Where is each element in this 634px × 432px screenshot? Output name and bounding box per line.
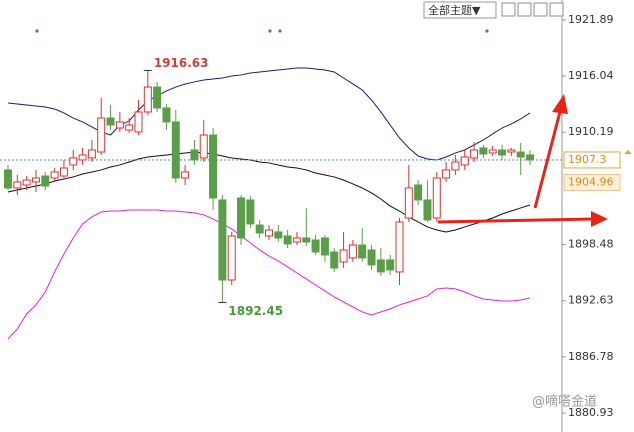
event-dot [268, 29, 272, 33]
tool-icon[interactable] [549, 2, 564, 17]
arrow-line [437, 217, 595, 224]
y-tick-label: 1910.19 [568, 125, 614, 138]
candle-body [414, 184, 423, 201]
candle-body [292, 237, 301, 243]
candle-body [507, 149, 516, 153]
candle-body [227, 235, 236, 281]
candle-body [78, 154, 87, 161]
candle-body [69, 157, 78, 166]
candle-body [348, 244, 357, 259]
candle-body [339, 249, 348, 263]
candle-body [255, 224, 264, 234]
candle-body [311, 239, 320, 253]
tool-icon[interactable] [517, 2, 532, 17]
event-dot [485, 29, 489, 33]
event-dot [35, 29, 39, 33]
candle-body [115, 121, 124, 129]
second-price-label: 1904.96 [568, 175, 614, 188]
band-line [7, 67, 531, 161]
candle-body [265, 229, 273, 237]
last-price-label: 1907.3 [568, 153, 607, 166]
candle-body [97, 117, 106, 153]
candle-body [153, 86, 162, 109]
last-price-box [563, 151, 621, 169]
y-tick-label: 1892.63 [568, 294, 614, 307]
candle-body [526, 154, 534, 161]
candle-body [376, 259, 385, 273]
candle-body [386, 259, 395, 271]
candle-body [470, 149, 479, 159]
theme-menu[interactable]: 全部主题▼ [428, 3, 481, 17]
band-line [7, 209, 531, 340]
arrow-head [591, 211, 608, 227]
candle-body [442, 169, 451, 179]
candle-body [320, 237, 329, 256]
candle-body [358, 244, 367, 259]
candle-body [13, 181, 22, 189]
candle-body [87, 149, 96, 159]
candle-body [125, 124, 134, 131]
y-tick-label: 1898.48 [568, 238, 614, 251]
theme-menu-box[interactable] [423, 1, 497, 19]
toolbar: 全部主题▼ [423, 1, 564, 19]
event-dots [35, 29, 489, 33]
candle-body [432, 177, 441, 219]
arrow-line [533, 107, 563, 209]
candle-body [302, 237, 311, 243]
candle-body [199, 134, 208, 159]
min-label: 1892.45 [228, 304, 283, 318]
candle-body [283, 235, 292, 245]
candle-body [460, 156, 469, 166]
candle-body [404, 187, 413, 219]
max-label: 1916.63 [154, 56, 209, 70]
candle-body [488, 149, 497, 154]
candle-body [209, 134, 218, 199]
candle-body [190, 149, 199, 161]
y-tick-label: 1916.04 [568, 69, 614, 82]
candle-body [423, 199, 432, 221]
candle-body [50, 171, 59, 179]
y-tick-label: 1880.93 [568, 406, 614, 419]
candle-body [143, 86, 152, 113]
candle-body [246, 199, 255, 225]
candle-body [498, 149, 507, 156]
candle-body [395, 221, 404, 273]
last-price-flag [624, 149, 632, 154]
band-line [7, 151, 531, 233]
candle-body [41, 175, 50, 187]
candle-body [479, 147, 488, 155]
candle-body [134, 111, 143, 133]
candle-body [218, 199, 227, 281]
candle-body [330, 251, 339, 269]
candle-body [516, 151, 525, 158]
tool-icon[interactable] [501, 2, 516, 17]
arrow-head [552, 94, 568, 114]
candle-body [31, 177, 40, 183]
candle-body [171, 121, 180, 179]
plot: 1921.89 1916.04 1910.19 1898.48 1892.63 1886.… [0, 13, 614, 419]
event-dot [278, 29, 282, 33]
candle-body [274, 231, 283, 239]
candle-body [181, 171, 190, 179]
y-tick-label: 1921.89 [568, 13, 614, 26]
second-price-box [563, 173, 621, 191]
candle-body [162, 107, 171, 123]
candle-body [237, 197, 246, 239]
candle-body [22, 179, 31, 186]
candle-body [451, 161, 460, 171]
candle-body [367, 249, 376, 266]
candle-body [59, 167, 68, 177]
candle-body [4, 169, 12, 189]
candle-body [106, 117, 115, 126]
y-tick-label: 1886.78 [568, 350, 614, 363]
annotation-arrows [437, 94, 608, 227]
tool-icon[interactable] [533, 2, 548, 17]
watermark: @嘀嗒金道 [532, 394, 597, 410]
